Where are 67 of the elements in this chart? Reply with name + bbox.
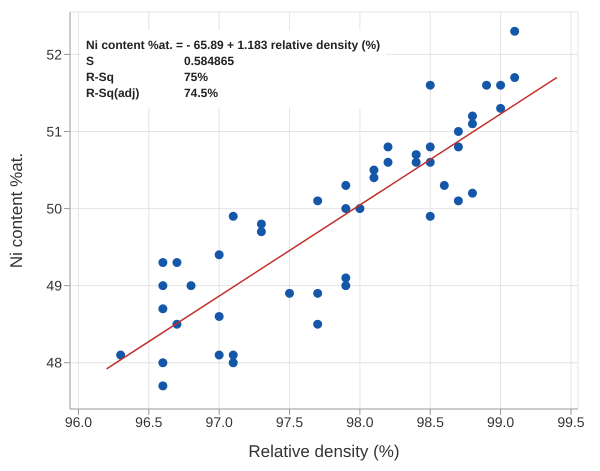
point <box>510 73 520 82</box>
point <box>468 119 477 128</box>
annotation: S <box>86 54 96 68</box>
point <box>426 212 435 221</box>
point <box>214 350 224 360</box>
point <box>482 80 492 90</box>
point <box>412 150 421 160</box>
point <box>313 320 322 329</box>
point <box>158 258 168 268</box>
point <box>158 358 168 368</box>
point <box>468 112 477 121</box>
point <box>158 304 168 314</box>
point <box>214 250 224 260</box>
point <box>384 142 393 152</box>
point <box>496 80 506 90</box>
point <box>341 281 350 290</box>
point <box>369 166 378 175</box>
x-tick-label: 98.5 <box>416 414 444 430</box>
point <box>158 381 168 390</box>
x-tick-label: 99.0 <box>486 414 514 430</box>
point <box>116 350 126 360</box>
point <box>214 312 224 321</box>
annotation: 74.5% <box>184 86 220 100</box>
annotation: R-Sq(adj) <box>86 86 140 100</box>
point <box>510 26 520 36</box>
y-tick-label: 49 <box>46 278 62 294</box>
point <box>454 196 463 206</box>
point <box>228 350 238 360</box>
annotation: R-Sq <box>86 70 115 84</box>
point <box>313 196 322 206</box>
y-axis-title: Ni content %at. <box>7 152 26 268</box>
annotation: 0.584865 <box>184 54 236 68</box>
point <box>186 281 196 290</box>
x-tick-label: 97.5 <box>276 414 304 430</box>
point <box>468 188 477 198</box>
x-tick-label: 96.5 <box>135 414 163 430</box>
x-tick-label: 98.0 <box>346 414 374 430</box>
point <box>426 80 435 90</box>
point <box>496 104 506 113</box>
y-tick-label: 48 <box>46 354 62 371</box>
point <box>454 142 463 152</box>
y-tick-label: 52 <box>46 46 62 62</box>
annotation: Ni content %at. = - 65.89 + 1.183 relative density (%) <box>86 38 380 52</box>
point <box>341 180 350 190</box>
point <box>341 273 350 282</box>
point <box>454 126 463 136</box>
x-tick-label: 97.0 <box>206 414 233 430</box>
point <box>256 227 266 236</box>
point <box>384 158 393 167</box>
x-tick-label: 96.0 <box>64 414 92 430</box>
point <box>369 173 378 182</box>
y-tick-label: 51 <box>46 123 62 140</box>
y-tick-label: 50 <box>46 200 62 217</box>
point <box>313 288 322 298</box>
point <box>158 281 168 290</box>
point <box>228 212 238 221</box>
annotation: 75% <box>184 70 210 84</box>
point <box>256 219 266 228</box>
x-tick-label: 99.5 <box>557 414 585 430</box>
point <box>228 358 238 368</box>
point <box>172 258 182 268</box>
point <box>341 204 350 214</box>
point <box>412 158 421 167</box>
x-axis-title: Relative density (%) <box>248 442 400 461</box>
point <box>426 142 435 152</box>
point <box>285 288 294 298</box>
point <box>440 180 449 190</box>
